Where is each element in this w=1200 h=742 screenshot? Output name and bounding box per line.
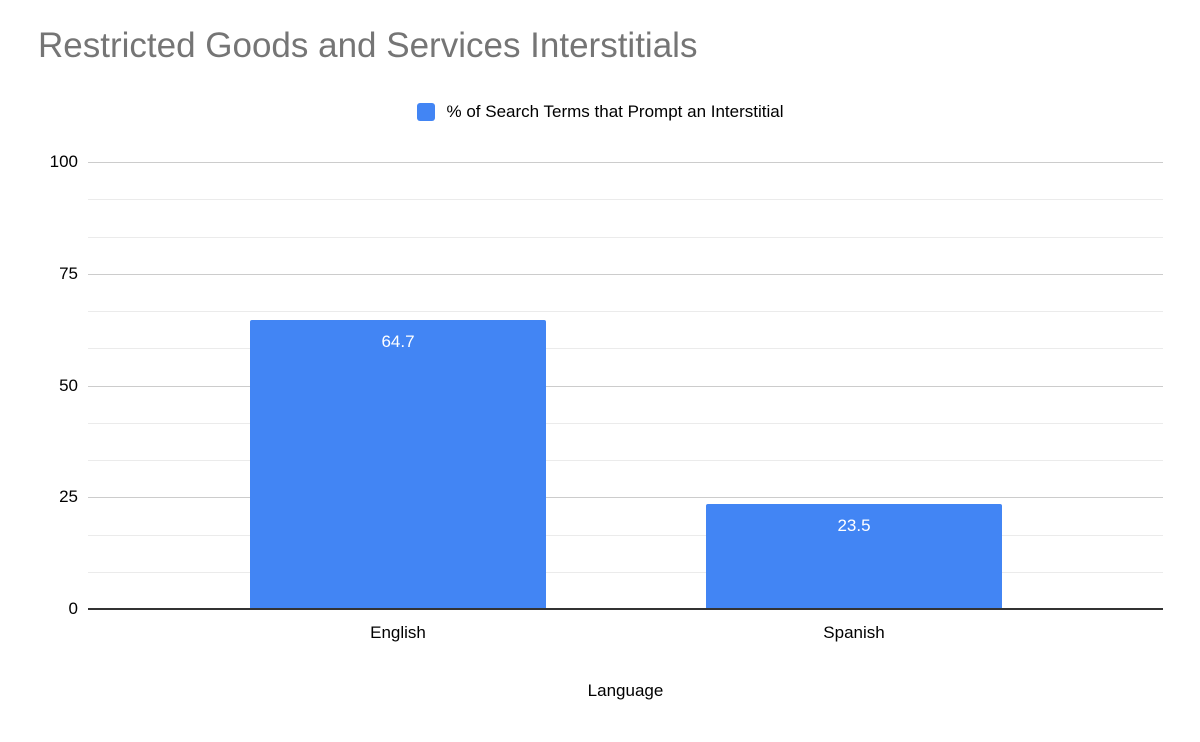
bar xyxy=(250,320,546,609)
x-axis-line xyxy=(88,608,1163,610)
y-tick-label: 50 xyxy=(59,376,78,395)
chart-title: Restricted Goods and Services Interstiti… xyxy=(38,26,698,65)
y-tick-label: 75 xyxy=(59,264,78,283)
minor-gridline xyxy=(88,460,1163,461)
x-category-label: English xyxy=(370,623,426,642)
major-gridline xyxy=(88,497,1163,498)
minor-gridline xyxy=(88,311,1163,312)
minor-gridline xyxy=(88,423,1163,424)
major-gridline xyxy=(88,386,1163,387)
minor-gridline xyxy=(88,535,1163,536)
major-gridline xyxy=(88,274,1163,275)
x-axis-title: Language xyxy=(587,681,664,700)
y-tick-label: 100 xyxy=(49,152,78,171)
y-tick-label: 25 xyxy=(59,487,78,506)
legend: % of Search Terms that Prompt an Interst… xyxy=(0,101,1200,123)
legend-series-label: % of Search Terms that Prompt an Interst… xyxy=(446,102,784,121)
minor-gridline xyxy=(88,348,1163,349)
minor-gridline xyxy=(88,572,1163,573)
bar-value-label: 64.7 xyxy=(381,332,415,351)
minor-gridline xyxy=(88,199,1163,200)
bar-value-label: 23.5 xyxy=(837,516,871,535)
bar xyxy=(706,504,1002,609)
y-tick-label: 0 xyxy=(68,599,78,618)
x-category-label: Spanish xyxy=(823,623,885,642)
legend-swatch-icon xyxy=(416,103,435,121)
minor-gridline xyxy=(88,237,1163,238)
major-gridline xyxy=(88,162,1163,163)
